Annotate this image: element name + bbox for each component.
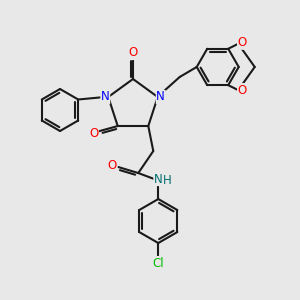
Text: O: O bbox=[128, 46, 138, 59]
Text: O: O bbox=[108, 158, 117, 172]
Text: O: O bbox=[89, 127, 98, 140]
Text: N: N bbox=[101, 91, 110, 103]
Text: O: O bbox=[238, 84, 247, 97]
Text: N: N bbox=[154, 172, 163, 185]
Text: H: H bbox=[163, 173, 172, 187]
Text: Cl: Cl bbox=[152, 256, 164, 269]
Text: O: O bbox=[238, 36, 247, 49]
Text: N: N bbox=[156, 91, 165, 103]
